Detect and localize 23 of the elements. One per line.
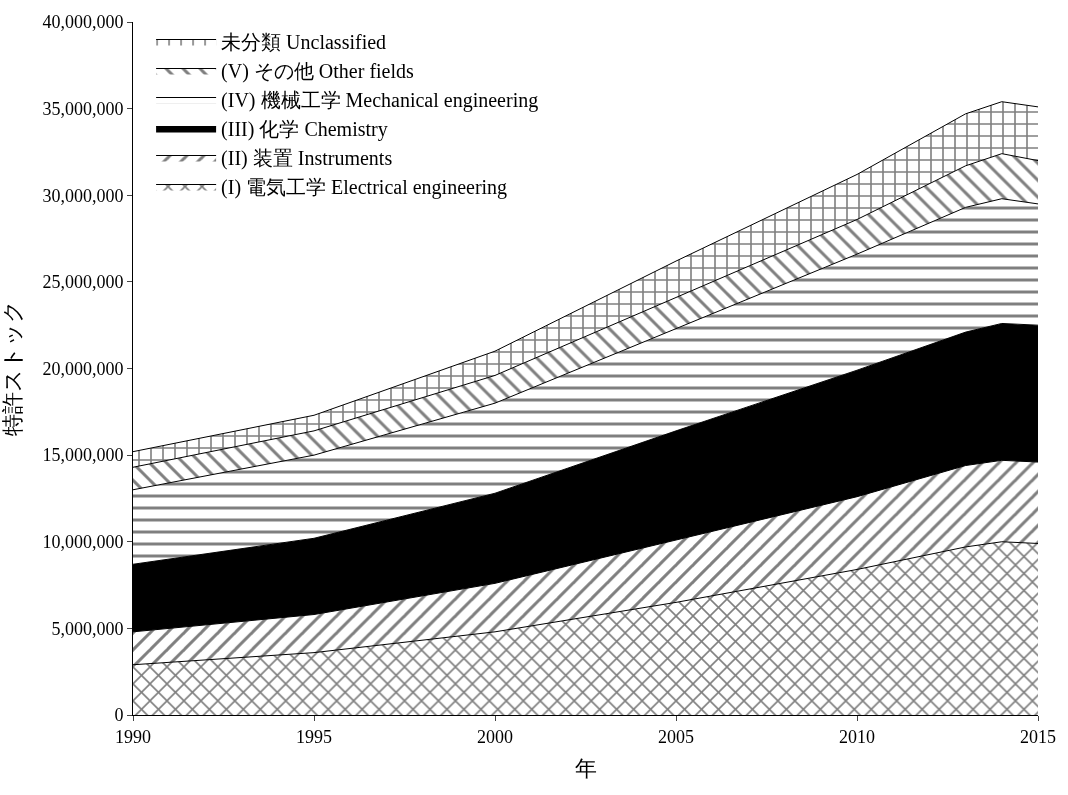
y-tick-label: 0	[114, 705, 124, 726]
y-tick-label: 5,000,000	[51, 618, 124, 639]
y-tick-label: 10,000,000	[42, 532, 124, 553]
y-tick-label: 25,000,000	[42, 272, 124, 293]
x-tick-label: 2000	[477, 726, 513, 747]
y-tick-label: 35,000,000	[42, 98, 124, 119]
x-tick-label: 2010	[839, 726, 875, 747]
x-tick-label: 1995	[296, 726, 332, 747]
x-axis-title: 年	[574, 756, 597, 782]
legend-label: (I) 電気工学 Electrical engineering	[221, 176, 508, 200]
y-tick-label: 30,000,000	[42, 185, 124, 206]
x-tick-label: 1990	[115, 726, 151, 747]
x-tick-label: 2015	[1020, 726, 1056, 747]
legend-label: (III) 化学 Chemistry	[221, 118, 388, 142]
legend-label: (IV) 機械工学 Mechanical engineering	[221, 89, 539, 113]
y-tick-label: 20,000,000	[42, 358, 124, 379]
y-tick-label: 15,000,000	[42, 445, 124, 466]
legend-label: (V) その他 Other fields	[221, 60, 415, 84]
legend-label: (II) 装置 Instruments	[221, 147, 393, 171]
y-axis-title: 特許ストック	[0, 300, 26, 437]
legend-label: 未分類 Unclassified	[221, 31, 387, 54]
y-tick-label: 40,000,000	[42, 12, 124, 33]
x-tick-label: 2005	[658, 726, 694, 747]
